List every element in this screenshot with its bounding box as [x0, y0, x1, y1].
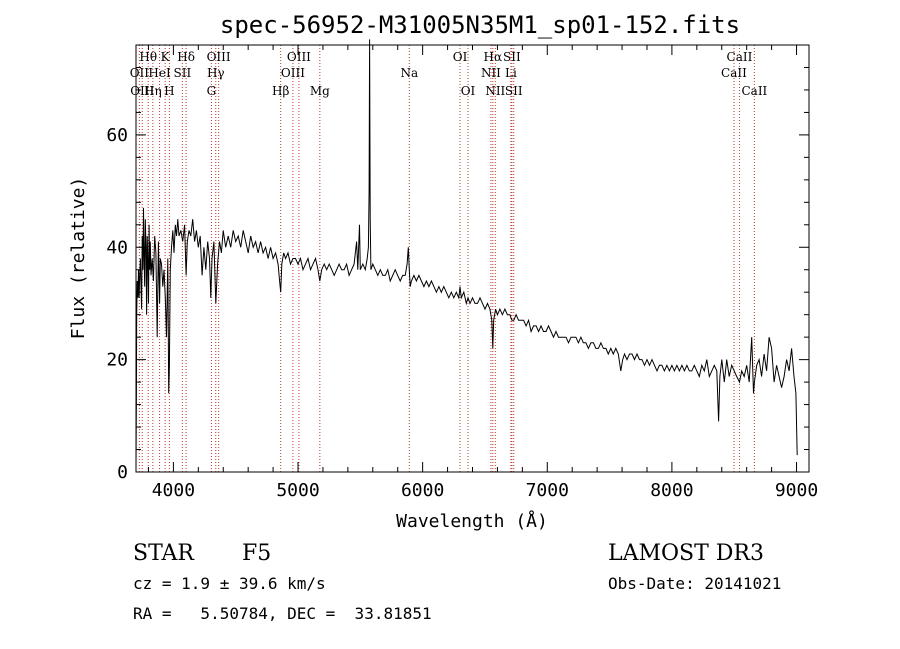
x-tick-label: 6000 — [401, 480, 444, 501]
emission-line-label: Hθ — [139, 50, 157, 64]
emission-line-label: SII — [505, 84, 523, 98]
y-tick-label: 0 — [117, 462, 128, 483]
x-tick-label: 4000 — [152, 480, 195, 501]
emission-line-label: SII — [503, 50, 521, 64]
emission-line-label: HeI — [148, 66, 171, 80]
coordinates: RA = 5.50784, DEC = 33.81851 — [133, 604, 432, 623]
x-axis-label: Wavelength (Å) — [396, 510, 548, 532]
y-tick-label: 20 — [106, 350, 128, 371]
emission-line-label: CaII — [741, 84, 767, 98]
x-tick-label: 9000 — [775, 480, 818, 501]
emission-line-label: Hα — [484, 50, 503, 64]
x-tick-label: 8000 — [650, 480, 693, 501]
emission-line-label: CaII — [721, 66, 747, 80]
emission-line-label: Hη — [144, 84, 162, 98]
emission-line-label: H — [164, 84, 174, 98]
y-axis-ticks: 0 20 40 60 — [106, 44, 809, 483]
object-class: STAR — [133, 541, 195, 566]
emission-line-label: OII — [130, 66, 150, 80]
emission-line-label: Hγ — [207, 66, 225, 80]
y-axis-label: Flux (relative) — [68, 177, 89, 340]
spectrum-line — [135, 39, 798, 467]
emission-line-label: OIII — [281, 66, 305, 80]
redshift-info: cz = 1.9 ± 39.6 km/s — [133, 574, 326, 593]
emission-line-label: CaII — [727, 50, 753, 64]
emission-line-label: G — [207, 84, 217, 98]
y-tick-label: 60 — [106, 125, 128, 146]
emission-line-label: NII — [481, 66, 501, 80]
plot-frame — [135, 44, 810, 473]
chart-title: spec-56952-M31005N35M1_sp01-152.fits — [220, 11, 740, 39]
emission-line-label: SII — [174, 66, 192, 80]
emission-line-label: OIII — [287, 50, 311, 64]
emission-line-label: NII — [485, 84, 505, 98]
emission-line-label: Na — [400, 66, 418, 80]
x-tick-label: 7000 — [526, 480, 569, 501]
x-axis-ticks: 4000 5000 6000 7000 8000 9000 — [147, 45, 818, 501]
emission-line-markers — [138, 45, 755, 472]
emission-line-label: Mg — [310, 84, 330, 98]
emission-line-label: OI — [453, 50, 468, 64]
emission-line-label: K — [161, 50, 171, 64]
emission-line-label: Hδ — [177, 50, 195, 64]
emission-line-label: Li — [505, 66, 517, 80]
survey-name: LAMOST DR3 — [608, 541, 764, 566]
emission-line-label: Hβ — [272, 84, 289, 98]
obs-date: Obs-Date: 20141021 — [608, 574, 781, 593]
emission-line-label: OIII — [207, 50, 231, 64]
x-tick-label: 5000 — [276, 480, 319, 501]
object-subclass: F5 — [242, 541, 271, 566]
y-tick-label: 40 — [106, 237, 128, 258]
emission-line-label: OI — [461, 84, 476, 98]
